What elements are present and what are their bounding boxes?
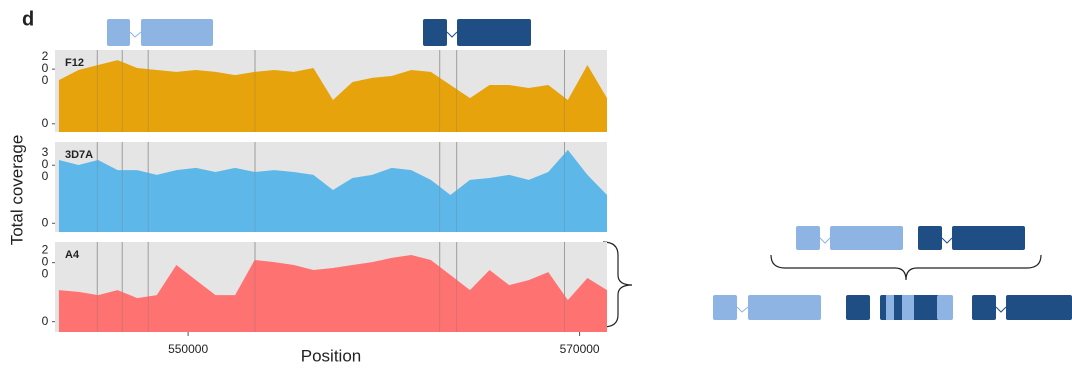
panel-name: A4: [65, 249, 80, 261]
y-tick-label: 0: [42, 215, 49, 229]
gene-model-top: [107, 19, 531, 46]
y-tick-label: 0: [42, 314, 49, 328]
y-tick-label: 0: [42, 116, 49, 130]
x-tick-label: 570000: [560, 342, 600, 356]
panel-name: F12: [65, 57, 84, 69]
y-axis-label: Total coverage: [7, 135, 26, 246]
x-tick-label: 550000: [168, 342, 208, 356]
brace: [602, 241, 633, 328]
coverage-area: [58, 60, 607, 132]
panel-name: 3D7A: [65, 149, 93, 161]
gene-model-right: [713, 226, 1072, 320]
coverage-area: [58, 149, 607, 232]
coverage-area: [58, 254, 607, 332]
panel-label: d: [22, 8, 34, 30]
x-axis-label: Position: [301, 346, 361, 365]
